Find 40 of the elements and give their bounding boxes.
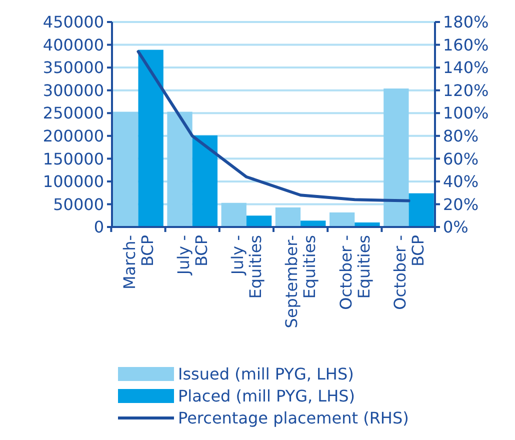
y2-tick-label: 80% bbox=[443, 126, 479, 146]
bar bbox=[221, 202, 246, 227]
bar bbox=[192, 135, 218, 227]
y-tick-label: 200000 bbox=[42, 126, 104, 146]
legend-label: Placed (mill PYG, LHS) bbox=[178, 386, 356, 406]
legend-label: Percentage placement (RHS) bbox=[178, 408, 409, 428]
y-tick-label: 150000 bbox=[42, 149, 104, 168]
bar bbox=[138, 50, 164, 227]
x-tick-label: March- BCP bbox=[120, 234, 157, 290]
y2-tick-label: 120% bbox=[443, 80, 489, 100]
y2-tick-label: 0% bbox=[443, 218, 468, 237]
bar bbox=[113, 112, 138, 227]
y-tick-label: 100000 bbox=[42, 172, 104, 192]
y-tick-label: 300000 bbox=[42, 80, 104, 100]
y-tick-label: 350000 bbox=[42, 58, 104, 78]
bar bbox=[408, 193, 434, 227]
x-tick-label: July - BCP bbox=[174, 234, 211, 276]
y-tick-label: 0 bbox=[94, 218, 104, 237]
y-tick-label: 50000 bbox=[53, 194, 104, 214]
x-tick-label: September- Equities bbox=[282, 235, 320, 328]
y2-tick-label: 180% bbox=[443, 12, 489, 32]
y-tick-label: 400000 bbox=[42, 35, 104, 54]
y-tick-label: 250000 bbox=[42, 104, 104, 123]
x-tick-label: October - BCP bbox=[390, 234, 428, 310]
x-tick-label: July - Equities bbox=[228, 235, 266, 299]
bar bbox=[246, 216, 272, 227]
bar bbox=[167, 112, 192, 227]
y2-tick-label: 40% bbox=[443, 172, 479, 192]
line-series bbox=[136, 50, 410, 202]
y2-tick-label: 160% bbox=[443, 35, 489, 54]
legend-label: Issued (mill PYG, LHS) bbox=[178, 364, 354, 384]
bar bbox=[384, 88, 409, 227]
x-tick-label: October - Equities bbox=[336, 235, 374, 310]
y2-tick-label: 60% bbox=[443, 149, 479, 168]
y-tick-label: 450000 bbox=[42, 12, 104, 32]
y2-tick-label: 20% bbox=[443, 194, 479, 214]
bar bbox=[329, 212, 355, 227]
y2-tick-label: 140% bbox=[443, 58, 489, 78]
y2-tick-label: 100% bbox=[443, 104, 489, 123]
bar bbox=[275, 207, 301, 227]
